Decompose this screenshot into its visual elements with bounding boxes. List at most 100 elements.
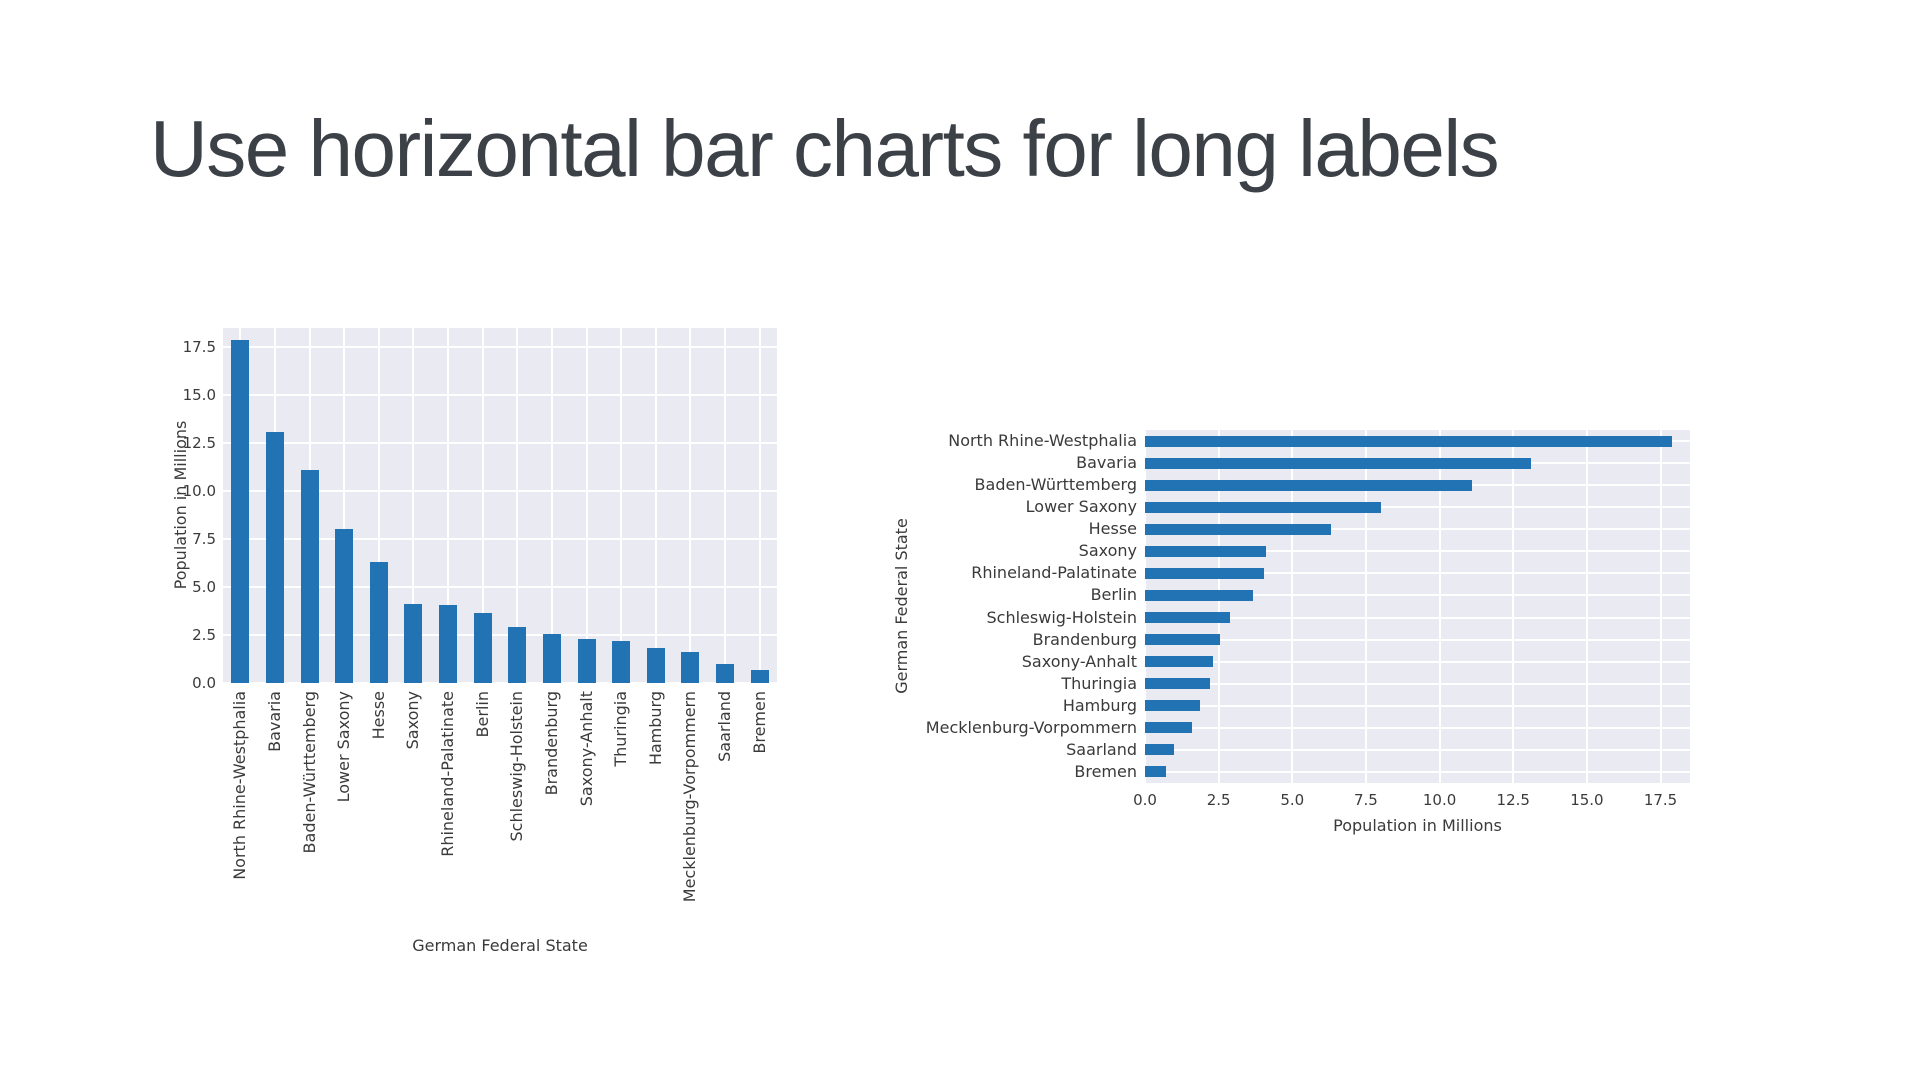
y-gridline	[223, 490, 777, 493]
x-gridline	[1217, 430, 1220, 783]
bar	[508, 627, 527, 683]
bar	[1145, 634, 1221, 646]
y-axis-label: German Federal State	[892, 518, 911, 694]
x-category-label: Brandenburg	[541, 691, 561, 796]
y-gridline	[1145, 660, 1690, 663]
y-tick-label: 10.0	[182, 482, 216, 501]
x-axis-label: Population in Millions	[1333, 816, 1502, 835]
bar	[1145, 656, 1213, 668]
y-tick-label: 2.5	[192, 626, 216, 645]
y-gridline	[223, 394, 777, 397]
y-gridline	[223, 538, 777, 541]
y-gridline	[1145, 572, 1690, 575]
x-gridline	[1291, 430, 1294, 783]
x-tick-label: 5.0	[1280, 791, 1305, 809]
x-category-label: Schleswig-Holstein	[507, 691, 527, 842]
y-gridline	[1145, 594, 1690, 597]
y-category-label: Schleswig-Holstein	[986, 607, 1137, 627]
bar	[1145, 722, 1193, 734]
bar	[1145, 457, 1531, 469]
x-category-label: Thuringia	[611, 691, 631, 767]
y-category-label: Lower Saxony	[1025, 497, 1137, 517]
y-category-label: Mecklenburg-Vorpommern	[925, 717, 1137, 737]
x-category-label: Berlin	[472, 691, 492, 738]
x-gridline	[585, 328, 588, 683]
bar	[335, 529, 354, 683]
y-gridline	[1145, 506, 1690, 509]
y-gridline	[1145, 550, 1690, 553]
y-category-label: Bremen	[1074, 761, 1137, 781]
x-gridline	[654, 328, 657, 683]
bar	[1145, 501, 1381, 513]
bar	[1145, 589, 1253, 601]
bar	[750, 669, 769, 683]
bar	[369, 562, 388, 683]
x-gridline	[1364, 430, 1367, 783]
y-tick-label: 0.0	[192, 674, 216, 692]
y-gridline	[1145, 682, 1690, 685]
x-gridline	[1438, 430, 1441, 783]
y-category-label: Hesse	[1088, 519, 1137, 539]
y-category-label: Bavaria	[1076, 453, 1137, 473]
bar	[1145, 612, 1231, 624]
y-tick-label: 17.5	[182, 338, 216, 357]
x-gridline	[481, 328, 484, 683]
x-category-label: Saxony-Anhalt	[576, 691, 596, 807]
y-category-label: Thuringia	[1061, 673, 1137, 693]
x-tick-label: 7.5	[1354, 791, 1378, 809]
x-category-label: Saxony	[403, 691, 423, 750]
y-gridline	[1145, 528, 1690, 531]
bar	[1145, 744, 1175, 756]
bar	[1145, 766, 1166, 778]
y-gridline	[223, 442, 777, 445]
x-gridline	[343, 328, 346, 683]
x-gridline	[689, 328, 692, 683]
y-gridline	[1145, 726, 1690, 729]
x-category-label: Lower Saxony	[334, 691, 354, 803]
y-gridline	[223, 634, 777, 637]
x-category-label: Hamburg	[645, 691, 665, 766]
bar	[231, 339, 250, 683]
bar	[473, 612, 492, 683]
y-category-label: Brandenburg	[1032, 629, 1137, 649]
y-category-label: Saxony-Anhalt	[1021, 651, 1137, 671]
y-gridline	[223, 586, 777, 589]
y-category-label: Hamburg	[1062, 695, 1137, 715]
x-gridline	[516, 328, 519, 683]
y-gridline	[1145, 616, 1690, 619]
x-category-label: Rhineland-Palatinate	[438, 691, 458, 857]
x-axis-label: German Federal State	[412, 936, 588, 955]
x-gridline	[1585, 430, 1588, 783]
x-category-label: North Rhine-Westphalia	[230, 691, 250, 880]
bar	[404, 604, 423, 683]
bar	[439, 605, 458, 683]
bar	[716, 663, 735, 683]
y-gridline	[1145, 770, 1690, 773]
y-gridline	[1145, 638, 1690, 641]
y-category-label: Saarland	[1066, 739, 1137, 759]
bar	[300, 470, 319, 683]
x-tick-label: 17.5	[1643, 791, 1678, 809]
y-category-label: Berlin	[1090, 585, 1137, 605]
x-category-label: Mecklenburg-Vorpommern	[680, 691, 700, 903]
y-gridline	[1145, 748, 1690, 751]
x-tick-label: 2.5	[1206, 791, 1231, 809]
bar	[265, 431, 284, 683]
bar	[681, 652, 700, 683]
y-tick-label: 15.0	[182, 386, 216, 405]
y-category-label: Baden-Württemberg	[974, 475, 1137, 495]
x-gridline	[447, 328, 450, 683]
bar	[1145, 678, 1210, 690]
y-category-label: North Rhine-Westphalia	[948, 431, 1137, 451]
x-gridline	[724, 328, 727, 683]
x-gridline	[1512, 430, 1515, 783]
slide-title: Use horizontal bar charts for long label…	[150, 104, 1500, 193]
y-gridline	[223, 346, 777, 349]
y-gridline	[223, 682, 777, 684]
x-tick-label: 12.5	[1496, 791, 1530, 809]
bar	[542, 634, 561, 683]
x-tick-label: 10.0	[1422, 791, 1457, 809]
